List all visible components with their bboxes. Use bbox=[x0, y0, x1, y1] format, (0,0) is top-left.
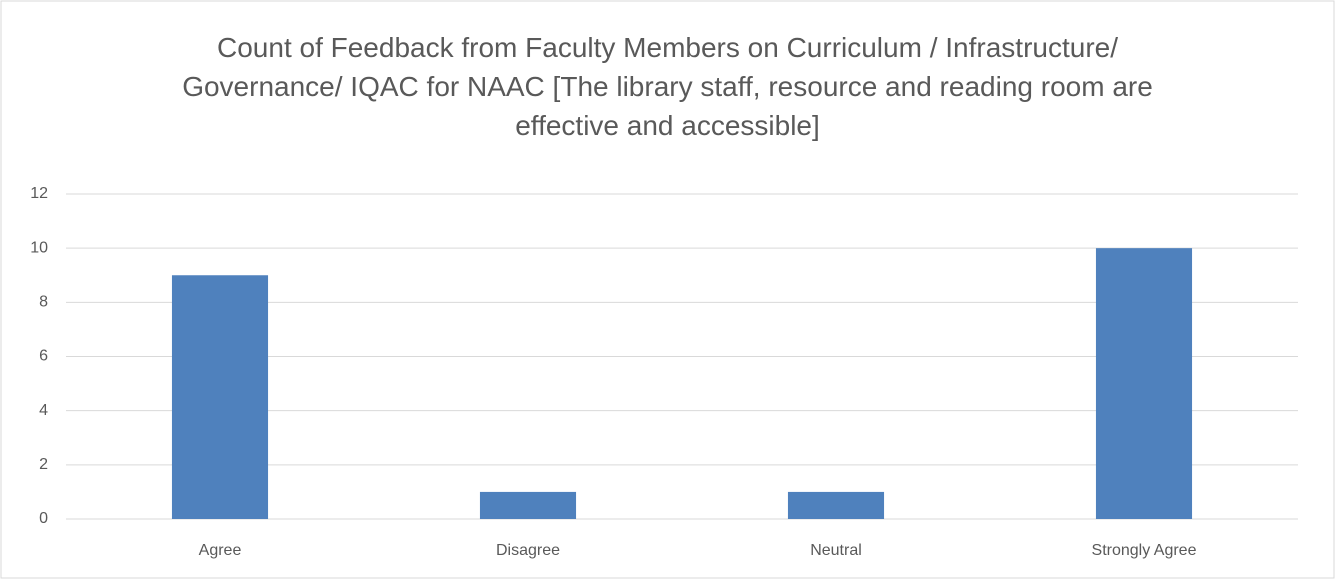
y-tick-label: 4 bbox=[39, 402, 48, 419]
y-tick-label: 12 bbox=[30, 185, 48, 202]
y-tick-label: 8 bbox=[39, 294, 48, 311]
y-tick-label: 2 bbox=[39, 456, 48, 473]
x-tick-label: Strongly Agree bbox=[1092, 542, 1197, 559]
y-tick-label: 10 bbox=[30, 239, 48, 256]
y-tick-label: 6 bbox=[39, 348, 48, 365]
bar bbox=[787, 491, 885, 519]
x-tick-label: Neutral bbox=[810, 542, 862, 559]
bar bbox=[171, 275, 269, 519]
bar bbox=[479, 491, 577, 519]
x-tick-label: Agree bbox=[199, 542, 242, 559]
chart-title: Count of Feedback from Faculty Members o… bbox=[182, 32, 1153, 141]
x-tick-label: Disagree bbox=[496, 542, 560, 559]
bar bbox=[1095, 248, 1193, 519]
y-tick-label: 0 bbox=[39, 510, 48, 527]
